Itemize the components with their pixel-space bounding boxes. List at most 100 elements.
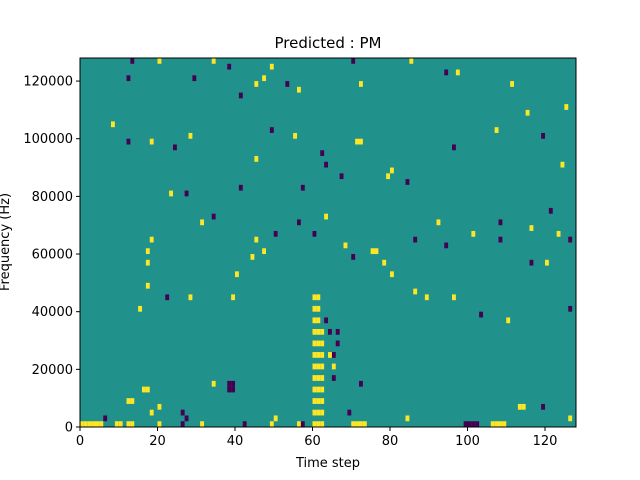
heatmap-cell: [149, 236, 154, 243]
heatmap-cell: [254, 81, 259, 87]
heatmap-cell: [494, 421, 499, 427]
heatmap-cell: [316, 363, 321, 370]
heatmap-cell: [320, 150, 325, 157]
heatmap-cell: [184, 190, 189, 197]
heatmap-cell: [556, 230, 561, 237]
y-tick-label: 60000: [32, 248, 73, 263]
heatmap-cell: [324, 317, 329, 324]
heatmap-cell: [262, 248, 267, 255]
heatmap-cell: [149, 138, 154, 145]
heatmap-cell: [560, 161, 565, 168]
heatmap-cell: [320, 340, 325, 347]
heatmap-cell: [471, 421, 476, 427]
y-axis-title: Frequency (Hz): [0, 193, 13, 291]
heatmap-cell: [316, 352, 321, 358]
heatmap-cell: [331, 375, 336, 381]
heatmap-cell: [405, 415, 410, 422]
heatmap-cell: [529, 259, 534, 266]
heatmap-cell: [351, 421, 356, 427]
heatmap-cell: [126, 421, 131, 427]
x-tick-label: 120: [533, 434, 558, 449]
heatmap-cell: [173, 144, 177, 151]
heatmap-cell: [328, 328, 332, 335]
heatmap-cell: [145, 259, 150, 266]
heatmap-cell: [479, 311, 484, 318]
heatmap-cell: [312, 386, 317, 393]
heatmap-cell: [355, 421, 360, 427]
plot-background: [80, 58, 576, 427]
heatmap-cell: [490, 421, 495, 427]
heatmap-cell: [126, 75, 131, 82]
heatmap-cell: [95, 421, 100, 427]
heatmap-cell: [359, 380, 363, 387]
heatmap-cell: [126, 138, 131, 145]
heatmap-cell: [320, 363, 325, 370]
heatmap-cell: [83, 421, 88, 427]
heatmap-cell: [238, 92, 243, 99]
heatmap-cell: [568, 415, 573, 422]
heatmap-cell: [424, 294, 429, 301]
heatmap-cell: [235, 271, 239, 278]
heatmap-cell: [316, 375, 321, 381]
heatmap-cell: [111, 121, 115, 128]
heatmap-cell: [312, 398, 317, 404]
y-tick-label: 100000: [23, 132, 73, 147]
x-tick-label: 60: [304, 434, 321, 449]
heatmap-cell: [273, 415, 278, 422]
heatmap-cell: [390, 167, 394, 174]
heatmap-cell: [269, 63, 274, 70]
heatmap-cell: [320, 375, 325, 381]
heatmap-cell: [312, 409, 317, 416]
heatmap-cell: [312, 328, 317, 335]
heatmap-cell: [130, 58, 135, 64]
heatmap-cell: [467, 421, 472, 427]
heatmap-cell: [331, 363, 336, 370]
heatmap-cell: [192, 75, 197, 82]
heatmap-cell: [227, 380, 232, 387]
heatmap-cell: [506, 317, 511, 324]
heatmap-cell: [165, 294, 170, 301]
heatmap-cell: [300, 184, 305, 191]
heatmap-cell: [269, 421, 274, 427]
heatmap-cell: [273, 230, 278, 237]
heatmap-cell: [409, 58, 414, 64]
heatmap-cell: [343, 242, 348, 249]
heatmap-cell: [444, 69, 449, 76]
heatmap-cell: [359, 421, 363, 427]
x-axis-title: Time step: [295, 456, 360, 471]
heatmap-cell: [157, 421, 162, 427]
heatmap-cell: [471, 230, 476, 237]
heatmap-cell: [320, 398, 325, 404]
heatmap-cell: [521, 403, 526, 410]
heatmap-cell: [157, 403, 162, 410]
heatmap-cell: [475, 421, 480, 427]
heatmap-cell: [452, 294, 456, 301]
heatmap-cell: [374, 248, 379, 255]
heatmap-cell: [316, 328, 321, 335]
heatmap-cell: [285, 81, 290, 87]
heatmap-cell: [312, 375, 317, 381]
heatmap-cell: [316, 398, 321, 404]
heatmap-cell: [339, 173, 344, 180]
heatmap-cell: [525, 109, 530, 116]
heatmap-cell: [324, 213, 329, 220]
heatmap-cell: [238, 184, 243, 191]
heatmap-cell: [362, 421, 367, 427]
heatmap-cell: [502, 421, 507, 427]
heatmap-cell: [370, 248, 375, 255]
heatmap-cell: [320, 386, 325, 393]
heatmap-cell: [254, 236, 259, 243]
heatmap-cell: [312, 363, 317, 370]
plot-frame: [79, 57, 577, 428]
heatmap-cell: [169, 190, 174, 197]
heatmap-cell: [390, 271, 394, 278]
heatmap-cell: [436, 219, 441, 226]
x-tick-label: 0: [76, 434, 84, 449]
heatmap-cell: [118, 421, 123, 427]
heatmap-cell: [87, 421, 92, 427]
heatmap-cell: [568, 305, 573, 312]
heatmap-cell: [498, 236, 503, 243]
heatmap-cell: [359, 138, 363, 145]
heatmap-cell: [335, 328, 340, 335]
